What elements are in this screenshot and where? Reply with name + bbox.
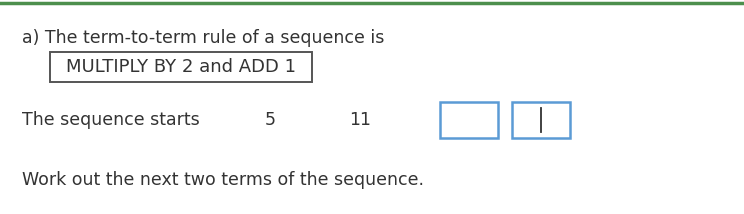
FancyBboxPatch shape <box>512 102 570 138</box>
Text: Work out the next two terms of the sequence.: Work out the next two terms of the seque… <box>22 171 424 189</box>
Text: 11: 11 <box>349 111 371 129</box>
FancyBboxPatch shape <box>440 102 498 138</box>
Text: The sequence starts: The sequence starts <box>22 111 199 129</box>
Text: MULTIPLY BY 2 and ADD 1: MULTIPLY BY 2 and ADD 1 <box>66 58 296 76</box>
Text: a) The term-to-term rule of a sequence is: a) The term-to-term rule of a sequence i… <box>22 29 385 47</box>
FancyBboxPatch shape <box>50 52 312 82</box>
Text: 5: 5 <box>265 111 275 129</box>
